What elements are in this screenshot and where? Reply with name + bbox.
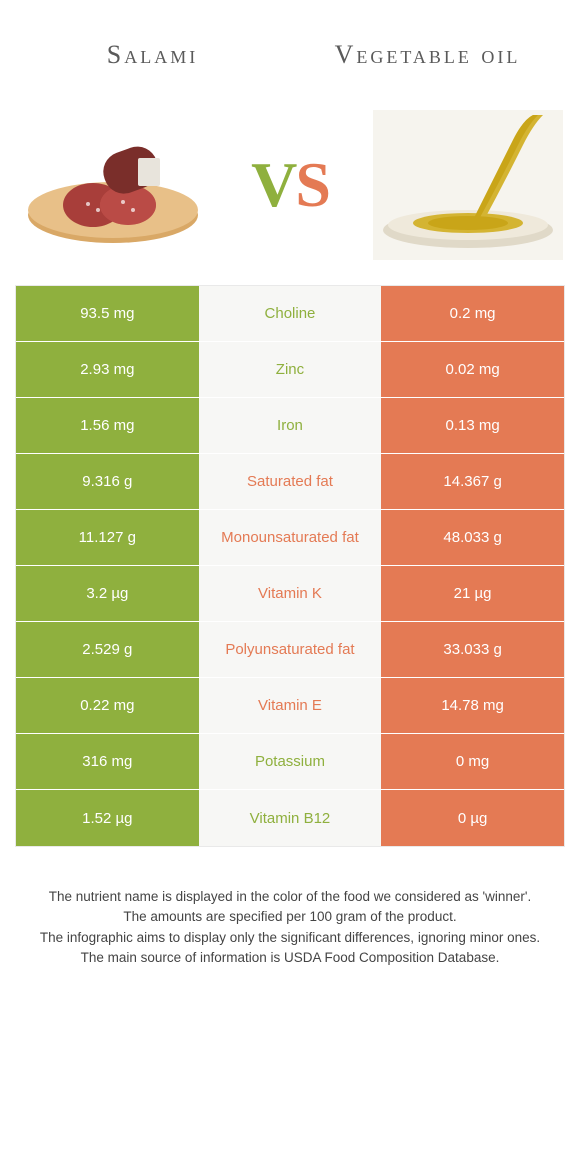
table-row: 1.52 µgVitamin B120 µg bbox=[16, 790, 564, 846]
comparison-table: 93.5 mgCholine0.2 mg2.93 mgZinc0.02 mg1.… bbox=[15, 285, 565, 847]
left-value-cell: 93.5 mg bbox=[16, 286, 199, 341]
salami-image bbox=[15, 110, 210, 260]
nutrient-name-cell: Polyunsaturated fat bbox=[199, 622, 382, 677]
table-row: 2.93 mgZinc0.02 mg bbox=[16, 342, 564, 398]
header: Salami Vegetable oil bbox=[15, 10, 565, 100]
nutrient-name-cell: Iron bbox=[199, 398, 382, 453]
footnote-line: The main source of information is USDA F… bbox=[35, 948, 545, 968]
left-value-cell: 316 mg bbox=[16, 734, 199, 789]
right-value-cell: 48.033 g bbox=[381, 510, 564, 565]
images-row: VS bbox=[15, 110, 565, 260]
left-value-cell: 0.22 mg bbox=[16, 678, 199, 733]
right-value-cell: 33.033 g bbox=[381, 622, 564, 677]
footnote-line: The infographic aims to display only the… bbox=[35, 928, 545, 948]
nutrient-name-cell: Vitamin E bbox=[199, 678, 382, 733]
table-row: 1.56 mgIron0.13 mg bbox=[16, 398, 564, 454]
left-value-cell: 9.316 g bbox=[16, 454, 199, 509]
vs-v: V bbox=[251, 149, 295, 220]
right-value-cell: 21 µg bbox=[381, 566, 564, 621]
right-food-title: Vegetable oil bbox=[290, 40, 565, 70]
table-row: 2.529 gPolyunsaturated fat33.033 g bbox=[16, 622, 564, 678]
left-value-cell: 2.529 g bbox=[16, 622, 199, 677]
table-row: 93.5 mgCholine0.2 mg bbox=[16, 286, 564, 342]
right-value-cell: 0 mg bbox=[381, 734, 564, 789]
nutrient-name-cell: Vitamin K bbox=[199, 566, 382, 621]
nutrient-name-cell: Vitamin B12 bbox=[199, 790, 382, 846]
footnotes: The nutrient name is displayed in the co… bbox=[15, 887, 565, 968]
footnote-line: The amounts are specified per 100 gram o… bbox=[35, 907, 545, 927]
left-value-cell: 11.127 g bbox=[16, 510, 199, 565]
right-value-cell: 14.367 g bbox=[381, 454, 564, 509]
vs-label: VS bbox=[251, 148, 329, 222]
nutrient-name-cell: Potassium bbox=[199, 734, 382, 789]
left-food-title: Salami bbox=[15, 40, 290, 70]
table-row: 9.316 gSaturated fat14.367 g bbox=[16, 454, 564, 510]
right-value-cell: 14.78 mg bbox=[381, 678, 564, 733]
left-value-cell: 1.56 mg bbox=[16, 398, 199, 453]
table-row: 316 mgPotassium0 mg bbox=[16, 734, 564, 790]
footnote-line: The nutrient name is displayed in the co… bbox=[35, 887, 545, 907]
left-value-cell: 3.2 µg bbox=[16, 566, 199, 621]
left-value-cell: 1.52 µg bbox=[16, 790, 199, 846]
nutrient-name-cell: Zinc bbox=[199, 342, 382, 397]
oil-image bbox=[370, 110, 565, 260]
table-row: 11.127 gMonounsaturated fat48.033 g bbox=[16, 510, 564, 566]
nutrient-name-cell: Monounsaturated fat bbox=[199, 510, 382, 565]
left-value-cell: 2.93 mg bbox=[16, 342, 199, 397]
right-value-cell: 0.13 mg bbox=[381, 398, 564, 453]
nutrient-name-cell: Choline bbox=[199, 286, 382, 341]
right-value-cell: 0.2 mg bbox=[381, 286, 564, 341]
right-value-cell: 0.02 mg bbox=[381, 342, 564, 397]
right-value-cell: 0 µg bbox=[381, 790, 564, 846]
table-row: 3.2 µgVitamin K21 µg bbox=[16, 566, 564, 622]
table-row: 0.22 mgVitamin E14.78 mg bbox=[16, 678, 564, 734]
nutrient-name-cell: Saturated fat bbox=[199, 454, 382, 509]
vs-s: S bbox=[295, 149, 329, 220]
